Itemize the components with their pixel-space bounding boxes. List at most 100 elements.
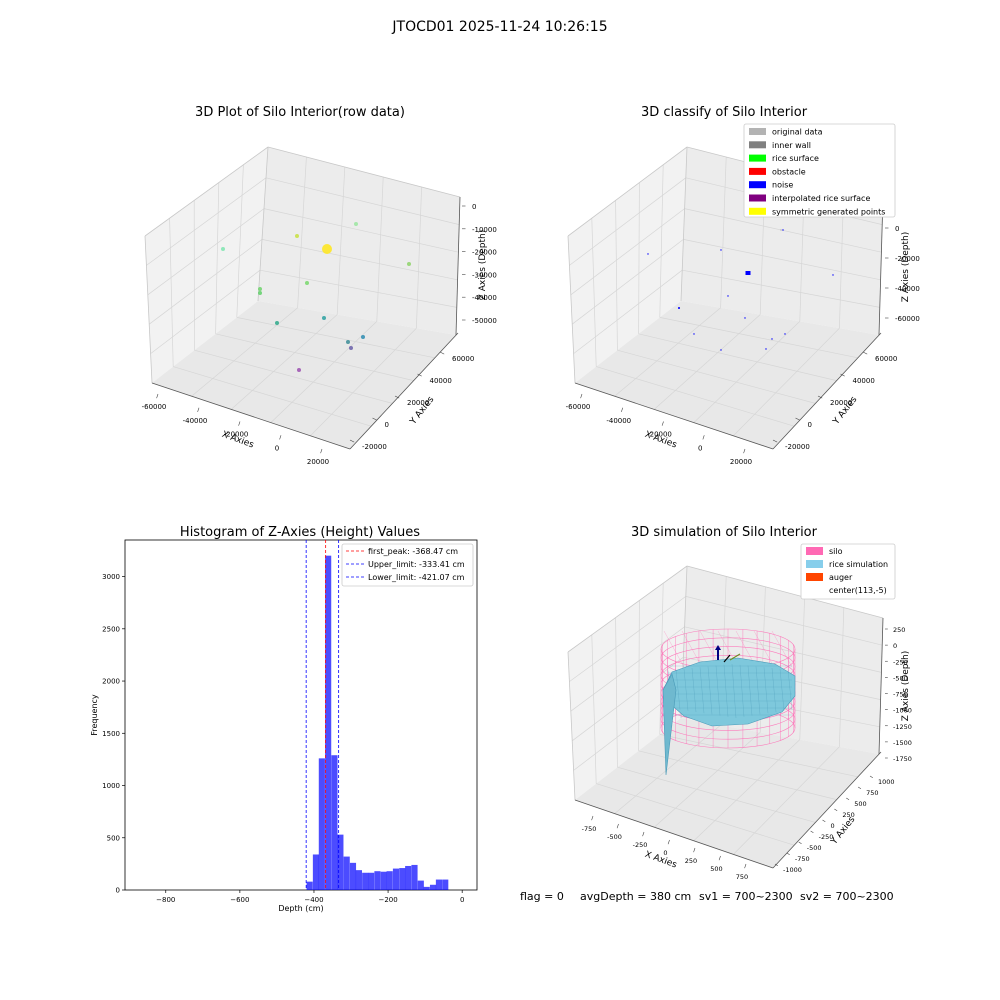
simulation-y-tick-mark: [846, 797, 850, 801]
classify-x-tick-label: -40000: [606, 417, 631, 425]
rice-mesh-line: [771, 667, 777, 713]
classify-x-ticks: -60000 -40000 -20000 0 20000: [566, 393, 752, 466]
histogram-bar: [355, 870, 362, 890]
legend-swatch: [749, 194, 766, 202]
simulation-y-tick-mark: [857, 786, 862, 790]
rice-mesh-line: [691, 667, 697, 713]
raw-z-ticks: -50000 -40000 -30000 -20000 -10000 0: [462, 203, 497, 325]
simulation-y-tick-mark: [869, 775, 873, 779]
simulation-y-tick-label: -500: [807, 844, 822, 852]
simulation-y-axis-label: Y Axies: [829, 815, 858, 848]
simulation-y-tick-mark: [786, 852, 790, 856]
floor-grid-line: [614, 307, 721, 397]
raw-y-tick-mark: [349, 439, 355, 443]
histogram-bar: [312, 854, 320, 890]
histogram-bar: [392, 868, 400, 890]
legend-label: Upper_limit: -333.41 cm: [368, 560, 465, 569]
simulation-x-tick-mark: [642, 831, 645, 837]
back-grid-line: [146, 177, 267, 266]
raw-y-tick-mark: [439, 351, 445, 355]
simulation-z-tick-label: -1250: [893, 723, 912, 731]
simulation-3d-plot: 3D simulation of Silo Interior -750-500-…: [567, 525, 912, 881]
floor-grid-line: [617, 349, 816, 404]
classified-point: [744, 317, 746, 319]
classify-x-tick-label: 0: [698, 444, 702, 452]
raw-data-point: [407, 262, 411, 266]
back-grid-line: [376, 176, 384, 322]
raw-y-tick-label: 0: [385, 421, 389, 429]
back-grid-line: [147, 208, 265, 296]
classify-y-ticks: -20000 0 20000 40000 60000: [772, 351, 897, 451]
raw-plot-title: 3D Plot of Silo Interior(row data): [195, 105, 405, 120]
legend-label: symmetric generated points: [772, 207, 885, 216]
histogram-x-ticks: −800 −600 −400 −200 0: [156, 890, 464, 904]
raw-y-ticks: -20000 0 20000 40000 60000: [349, 351, 474, 451]
simulation-y-tick-label: 250: [842, 811, 854, 819]
legend-label: first_peak: -368.47 cm: [368, 547, 458, 556]
raw-data-point: [258, 291, 262, 295]
simulation-x-tick-label: 750: [736, 873, 748, 881]
histogram-chart: Histogram of Z-Axies (Height) Values −80…: [90, 525, 478, 913]
simulation-x-tick-label: 250: [685, 857, 697, 865]
auger-arm: [729, 653, 741, 661]
floor-grid-line: [653, 732, 761, 828]
floor-grid-line: [693, 739, 801, 842]
raw-z-axis-label: Z Axies (Depth): [478, 230, 488, 301]
legend-swatch: [749, 181, 766, 189]
back-grid-line: [261, 239, 458, 281]
back-grid-line: [839, 607, 845, 747]
simulation-z-tick-label: -500: [893, 674, 908, 682]
raw-y-tick-mark: [417, 373, 422, 377]
floor-grid-line: [270, 321, 378, 423]
back-grid-line: [215, 182, 220, 334]
simulation-z-tick-label: 0: [893, 642, 897, 650]
rice-surface: [662, 657, 796, 776]
raw-y-tick-mark: [372, 417, 377, 421]
legend-swatch: [749, 141, 766, 149]
classify-y-tick-label: 40000: [853, 377, 875, 385]
x-axis-line: [574, 382, 774, 450]
classify-y-tick-mark: [795, 417, 800, 421]
histogram-bar: [423, 886, 430, 890]
back-grid-line: [336, 166, 346, 315]
histogram-title: Histogram of Z-Axies (Height) Values: [180, 525, 420, 540]
x-axis-line: [151, 382, 351, 450]
silo-top-wire: [771, 630, 793, 668]
noise-cluster-point: [745, 271, 751, 275]
floor-grid-line: [310, 327, 417, 437]
left-back-pane: [568, 566, 687, 800]
histogram-bar: [374, 871, 381, 890]
silo-top-wire: [681, 630, 703, 668]
sv1-text: sv1 = 700~2300: [699, 890, 793, 903]
legend-swatch: [749, 154, 766, 162]
simulation-x-tick-mark: [616, 823, 619, 829]
histogram-bar: [306, 881, 313, 890]
rice-spike: [662, 673, 677, 776]
legend-label: center(113,-5): [829, 586, 887, 595]
floor-grid-line: [693, 321, 801, 423]
raw-data-point: [354, 222, 358, 226]
simulation-y-tick-label: 1000: [878, 778, 895, 786]
classify-y-tick-mark: [817, 395, 823, 399]
legend-swatch: [806, 586, 823, 594]
raw-x-tick-mark: [279, 435, 282, 440]
raw-plot-points: [221, 222, 411, 372]
floor-grid-line: [614, 724, 721, 814]
legend-swatch: [806, 547, 823, 555]
simulation-y-tick-label: 500: [854, 800, 866, 808]
classified-point: [832, 274, 834, 276]
x-tick-label: −600: [230, 896, 249, 904]
figure-title: JTOCD01 2025-11-24 10:26:15: [391, 19, 607, 35]
simulation-y-tick-mark: [774, 863, 778, 867]
histogram-bar: [337, 834, 344, 890]
floor-grid-line: [617, 766, 816, 823]
histogram-bar: [331, 755, 338, 890]
raw-y-tick-label: -20000: [362, 443, 387, 451]
y-tick-label: 1500: [102, 730, 120, 738]
classify-y-tick-label: 60000: [875, 355, 897, 363]
rice-mesh-line: [707, 666, 713, 715]
classify-x-tick-mark: [621, 407, 624, 413]
floor-grid-line: [733, 327, 840, 437]
